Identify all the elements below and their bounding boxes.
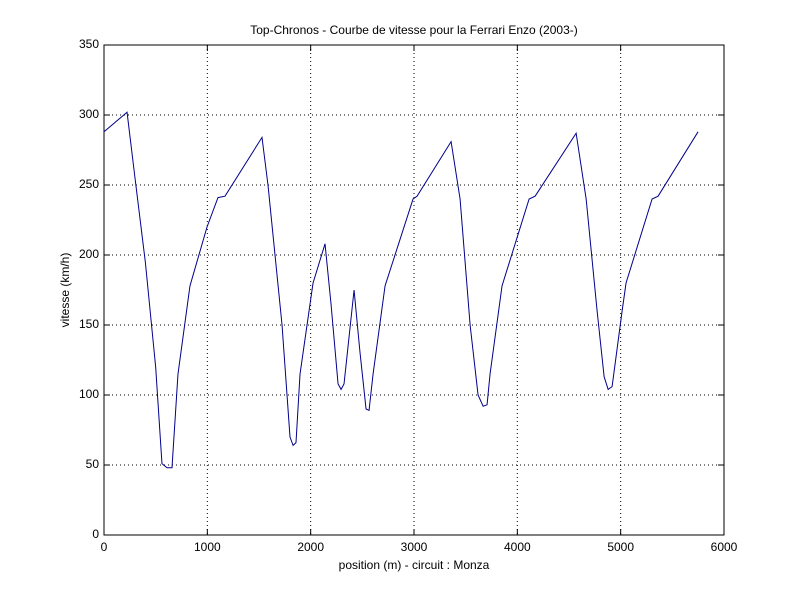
y-tick-label: 150 [79, 317, 99, 331]
y-tick-label: 50 [86, 457, 100, 471]
y-tick-label: 200 [79, 247, 99, 261]
x-tick-label: 1000 [194, 540, 221, 554]
x-tick-label: 0 [101, 540, 108, 554]
x-tick-label: 2000 [297, 540, 324, 554]
y-tick-label: 300 [79, 107, 99, 121]
x-tick-label: 3000 [401, 540, 428, 554]
y-axis-label: vitesse (km/h) [58, 253, 72, 328]
y-tick-label: 250 [79, 177, 99, 191]
x-tick-label: 5000 [607, 540, 634, 554]
y-tick-label: 0 [92, 527, 99, 541]
x-tick-label: 6000 [711, 540, 738, 554]
x-tick-label: 4000 [504, 540, 531, 554]
y-tick-label: 350 [79, 37, 99, 51]
chart-title: Top-Chronos - Courbe de vitesse pour la … [250, 23, 577, 37]
line-series [103, 111, 699, 469]
x-axis-label: position (m) - circuit : Monza [339, 558, 490, 572]
y-tick-label: 100 [79, 387, 99, 401]
plot-frame [103, 44, 725, 536]
